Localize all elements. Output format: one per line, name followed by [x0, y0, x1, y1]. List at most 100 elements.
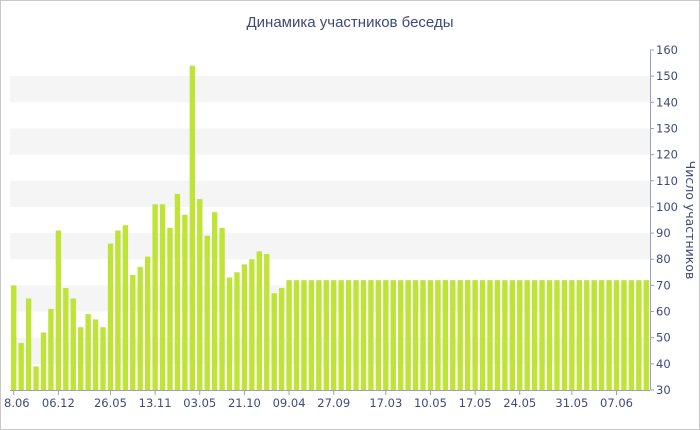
- bar: [338, 280, 344, 390]
- bar: [479, 280, 486, 390]
- bar: [323, 280, 329, 390]
- bar: [598, 280, 605, 390]
- bar: [472, 280, 478, 390]
- grid-band: [10, 285, 650, 312]
- bar: [226, 277, 233, 390]
- bar: [167, 227, 173, 390]
- x-tick-label: 06.12: [42, 396, 75, 410]
- x-tick-label: 09.04: [273, 396, 306, 410]
- y-tick-label: 30: [656, 383, 671, 397]
- bar: [531, 280, 538, 390]
- bar: [137, 267, 143, 390]
- x-tick-label: 17.05: [459, 396, 492, 410]
- bar: [278, 288, 285, 390]
- y-axis: 30 40 50 60 70 80 90 100 110 120 130 140 150 160: [650, 43, 678, 397]
- y-tick-label: 140: [656, 95, 678, 109]
- bar: [539, 280, 545, 390]
- bar: [256, 251, 262, 390]
- grid-band: [10, 337, 650, 364]
- grid-band: [10, 128, 650, 155]
- bar: [487, 280, 493, 390]
- y-tick-label: 60: [656, 305, 671, 319]
- chart-title: Динамика участников беседы: [246, 14, 454, 31]
- bar: [152, 204, 158, 390]
- bar: [375, 280, 382, 390]
- bar: [427, 280, 434, 390]
- bar: [115, 230, 121, 390]
- grid-band: [10, 76, 650, 103]
- bar: [331, 280, 337, 390]
- grid-bands: [10, 76, 650, 364]
- bar: [383, 280, 389, 390]
- bar: [517, 280, 523, 390]
- y-tick-label: 120: [656, 148, 678, 162]
- grid-band: [10, 180, 650, 207]
- y-tick-label: 90: [656, 226, 671, 240]
- bar: [85, 314, 91, 390]
- x-tick-label: 10.05: [414, 396, 447, 410]
- bar: [78, 327, 84, 390]
- bar: [174, 193, 181, 390]
- bar: [249, 259, 255, 390]
- x-tick-label: 8.06: [4, 396, 30, 410]
- x-tick-label: 07.06: [600, 396, 633, 410]
- bar: [211, 212, 218, 390]
- bar: [628, 280, 635, 390]
- bar: [92, 319, 99, 390]
- y-tick-label: 50: [656, 331, 671, 345]
- bar: [145, 256, 151, 390]
- y-tick-label: 160: [656, 43, 678, 57]
- bar: [122, 225, 129, 390]
- bar: [368, 280, 374, 390]
- y-tick-label: 80: [656, 252, 671, 266]
- bar: [509, 280, 516, 390]
- bar: [316, 280, 322, 390]
- bar: [405, 280, 411, 390]
- bar: [524, 280, 530, 390]
- x-tick-label: 31.05: [555, 396, 588, 410]
- bar: [55, 230, 62, 390]
- bar: [286, 280, 292, 390]
- y-tick-label: 70: [656, 278, 671, 292]
- bar: [412, 280, 419, 390]
- y-tick-label: 40: [656, 357, 671, 371]
- bar-series: [11, 65, 649, 390]
- y-tick-label: 130: [656, 121, 678, 135]
- bar: [561, 280, 568, 390]
- bar: [643, 280, 649, 390]
- y-axis-label: Число участников: [683, 161, 698, 280]
- bar: [435, 280, 441, 390]
- bar: [70, 298, 76, 390]
- bar: [48, 308, 54, 390]
- bar: [40, 332, 47, 390]
- bar: [465, 280, 471, 390]
- y-tick-label: 110: [656, 174, 678, 188]
- bar: [502, 280, 508, 390]
- bar: [606, 280, 612, 390]
- bar: [636, 280, 642, 390]
- bar: [390, 280, 396, 390]
- x-tick-label: 21.10: [228, 396, 261, 410]
- bar: [33, 366, 39, 390]
- bar: [576, 280, 582, 390]
- bar: [420, 280, 426, 390]
- bar: [569, 280, 575, 390]
- bar: [107, 243, 114, 390]
- bar: [308, 280, 315, 390]
- x-tick-label: 27.09: [317, 396, 350, 410]
- bar: [621, 280, 627, 390]
- bar: [18, 342, 24, 390]
- x-axis: 8.06 06.12 26.05 13.11 03.05 21.10 09.04 27.09 1…: [4, 390, 650, 410]
- bar: [234, 272, 240, 390]
- bar: [197, 199, 203, 390]
- grid-band: [10, 233, 650, 260]
- bar: [301, 280, 307, 390]
- bar: [271, 293, 277, 390]
- x-tick-label: 13.11: [139, 396, 172, 410]
- bar: [360, 280, 367, 390]
- bar: [100, 327, 106, 390]
- y-tick-label: 150: [656, 69, 678, 83]
- y-tick-label: 100: [656, 200, 678, 214]
- bar: [345, 280, 352, 390]
